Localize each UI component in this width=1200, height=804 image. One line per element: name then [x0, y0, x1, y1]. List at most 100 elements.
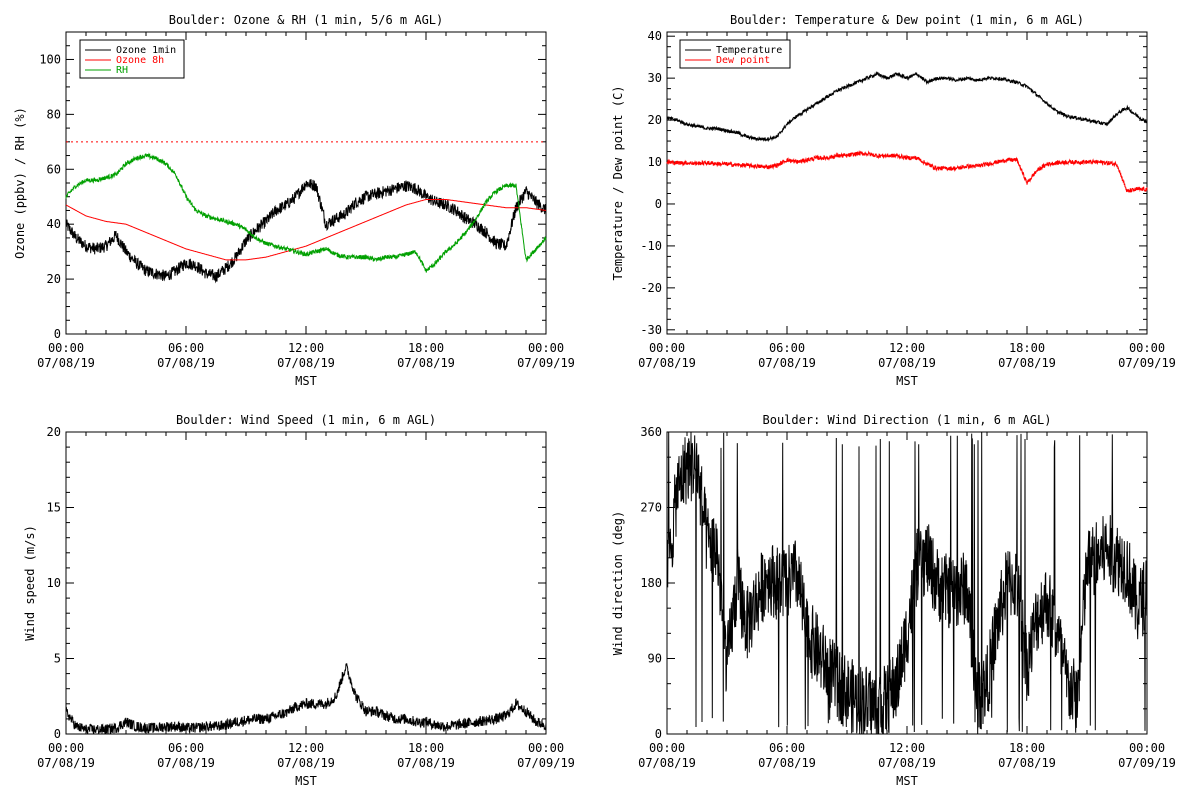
x-tick-label-time: 00:00: [528, 341, 564, 355]
plot-area: [65, 141, 547, 284]
panel-title: Boulder: Temperature & Dew point (1 min,…: [730, 13, 1084, 27]
y-tick-label: 60: [47, 162, 61, 176]
plot-area: [666, 431, 1148, 735]
y-axis-label: Wind speed (m/s): [23, 525, 37, 641]
axes: 00:0007/08/1906:0007/08/1912:0007/08/191…: [638, 29, 1176, 370]
panel-title: Boulder: Wind Direction (1 min, 6 m AGL): [763, 413, 1052, 427]
x-tick-label-time: 00:00: [48, 741, 84, 755]
y-tick-label: -10: [640, 239, 662, 253]
x-tick-label-time: 12:00: [889, 741, 925, 755]
x-tick-label-time: 12:00: [288, 741, 324, 755]
x-tick-label-date: 07/09/19: [517, 756, 575, 770]
x-tick-label-time: 12:00: [889, 341, 925, 355]
x-tick-label-date: 07/08/19: [277, 356, 335, 370]
x-tick-label-date: 07/08/19: [37, 356, 95, 370]
legend-label-ozone-8h: Ozone 8h: [116, 55, 164, 66]
y-tick-label: 270: [640, 501, 662, 515]
x-tick-label-date: 07/08/19: [758, 356, 816, 370]
y-tick-label: 360: [640, 425, 662, 439]
x-tick-label-date: 07/08/19: [998, 756, 1056, 770]
x-tick-label-date: 07/08/19: [638, 756, 696, 770]
x-tick-label-time: 18:00: [1009, 741, 1045, 755]
x-tick-label-time: 06:00: [168, 741, 204, 755]
legend: Temperature Dew point: [679, 39, 791, 69]
x-axis-label: MST: [295, 374, 317, 388]
legend-label-dew-point: Dew point: [716, 55, 770, 66]
y-tick-label: 20: [47, 272, 61, 286]
y-tick-label: 40: [47, 217, 61, 231]
series-line-dew-point: [666, 150, 1148, 194]
x-tick-label-time: 00:00: [649, 341, 685, 355]
legend-label-rh: RH: [116, 65, 128, 76]
x-tick-label-date: 07/08/19: [998, 356, 1056, 370]
plot-frame: [65, 431, 547, 735]
y-tick-label: 10: [47, 576, 61, 590]
legend-label-ozone-1min: Ozone 1min: [116, 45, 176, 56]
y-tick-label: 180: [640, 576, 662, 590]
x-tick-label-date: 07/08/19: [758, 756, 816, 770]
x-tick-label-date: 07/08/19: [638, 356, 696, 370]
x-tick-label-date: 07/09/19: [1118, 356, 1176, 370]
y-axis-label: Wind direction (deg): [611, 511, 625, 656]
series-line-p2-s0: [65, 663, 547, 735]
y-tick-label: 100: [39, 52, 61, 66]
axes: 00:0007/08/1906:0007/08/1912:0007/08/191…: [37, 425, 575, 770]
wind-speed-panel: Boulder: Wind Speed (1 min, 6 m AGL) Win…: [23, 413, 575, 788]
x-tick-label-time: 18:00: [408, 741, 444, 755]
x-tick-label-time: 00:00: [1129, 341, 1165, 355]
series-line-temperature: [666, 70, 1148, 143]
x-tick-label-time: 06:00: [769, 341, 805, 355]
series-line-ozone-1min: [65, 179, 547, 284]
x-tick-label-time: 18:00: [1009, 341, 1045, 355]
plot-area: [65, 663, 547, 735]
temperature-dewpoint-panel: Boulder: Temperature & Dew point (1 min,…: [611, 13, 1176, 388]
x-tick-label-time: 06:00: [769, 741, 805, 755]
axes: 00:0007/08/1906:0007/08/1912:0007/08/191…: [37, 31, 575, 370]
y-tick-label: 80: [47, 107, 61, 121]
wind-direction-panel: Boulder: Wind Direction (1 min, 6 m AGL)…: [611, 413, 1176, 788]
y-tick-label: 20: [47, 425, 61, 439]
y-tick-label: 90: [648, 652, 662, 666]
y-tick-label: 10: [648, 155, 662, 169]
x-tick-label-date: 07/08/19: [878, 356, 936, 370]
axes: 00:0007/08/1906:0007/08/1912:0007/08/191…: [638, 425, 1176, 770]
x-tick-label-date: 07/08/19: [397, 756, 455, 770]
x-tick-label-time: 18:00: [408, 341, 444, 355]
x-tick-label-date: 07/09/19: [1118, 756, 1176, 770]
y-tick-label: 0: [54, 327, 61, 341]
series-line-ozone-8h: [65, 199, 547, 261]
legend: Ozone 1min Ozone 8h RH: [79, 39, 185, 79]
legend-box: [679, 39, 791, 69]
y-tick-label: 0: [655, 727, 662, 741]
x-axis-label: MST: [896, 774, 918, 788]
y-tick-label: -30: [640, 323, 662, 337]
x-tick-label-date: 07/08/19: [878, 756, 936, 770]
x-tick-label-date: 07/08/19: [277, 756, 335, 770]
y-axis-label: Temperature / Dew point (C): [611, 85, 625, 280]
y-tick-label: 0: [54, 727, 61, 741]
x-axis-label: MST: [295, 774, 317, 788]
x-tick-label-time: 00:00: [528, 741, 564, 755]
legend-label-temperature: Temperature: [716, 45, 782, 56]
x-tick-label-time: 00:00: [48, 341, 84, 355]
x-tick-label-date: 07/08/19: [157, 356, 215, 370]
panel-title: Boulder: Ozone & RH (1 min, 5/6 m AGL): [169, 13, 444, 27]
legend-box: [79, 39, 185, 79]
series-line-rh: [65, 152, 547, 273]
y-tick-label: 30: [648, 71, 662, 85]
y-axis-label: Ozone (ppbv) / RH (%): [13, 107, 27, 259]
x-tick-label-date: 07/08/19: [157, 756, 215, 770]
y-tick-label: 20: [648, 113, 662, 127]
plot-area: [666, 70, 1148, 194]
y-tick-label: -20: [640, 281, 662, 295]
x-tick-label-time: 12:00: [288, 341, 324, 355]
x-axis-label: MST: [896, 374, 918, 388]
y-tick-label: 40: [648, 29, 662, 43]
x-tick-label-time: 00:00: [1129, 741, 1165, 755]
x-tick-label-time: 00:00: [649, 741, 685, 755]
x-tick-label-date: 07/08/19: [397, 356, 455, 370]
x-tick-label-date: 07/08/19: [37, 756, 95, 770]
y-tick-label: 0: [655, 197, 662, 211]
x-tick-label-date: 07/09/19: [517, 356, 575, 370]
